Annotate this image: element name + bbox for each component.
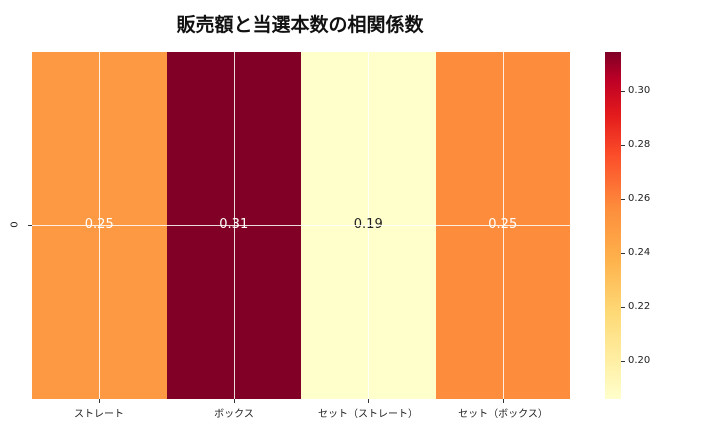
x-tick-label: セット（ボックス） xyxy=(458,409,548,420)
colorbar-tick-label: 0.24 xyxy=(628,247,651,258)
cell-value: 0.19 xyxy=(353,217,383,232)
colorbar-tick-label: 0.28 xyxy=(628,139,651,150)
colorbar xyxy=(605,52,621,399)
colorbar-tick xyxy=(621,91,625,92)
colorbar-tick xyxy=(621,307,625,308)
grid-line xyxy=(32,225,570,226)
colorbar-tick-label: 0.22 xyxy=(628,301,651,312)
x-tick-label: ボックス xyxy=(214,409,254,420)
colorbar-tick xyxy=(621,253,625,254)
x-tick xyxy=(368,399,369,403)
x-tick-label: ストレート xyxy=(74,409,124,420)
colorbar-tick-label: 0.26 xyxy=(628,193,651,204)
x-tick-label: セット（ストレート） xyxy=(318,409,418,420)
colorbar-tick xyxy=(621,361,625,362)
x-tick xyxy=(503,399,504,403)
x-tick xyxy=(99,399,100,403)
cell-value: 0.25 xyxy=(84,217,114,232)
y-tick xyxy=(28,225,32,226)
colorbar-tick-label: 0.30 xyxy=(628,85,651,96)
chart-title: 販売額と当選本数の相関係数 xyxy=(176,14,424,36)
cell-value: 0.31 xyxy=(219,217,249,232)
cell-value: 0.25 xyxy=(488,217,518,232)
x-tick xyxy=(234,399,235,403)
colorbar-tick xyxy=(621,145,625,146)
y-tick-label: 0 xyxy=(9,221,21,228)
colorbar-tick-label: 0.20 xyxy=(628,355,651,366)
colorbar-tick xyxy=(621,199,625,200)
